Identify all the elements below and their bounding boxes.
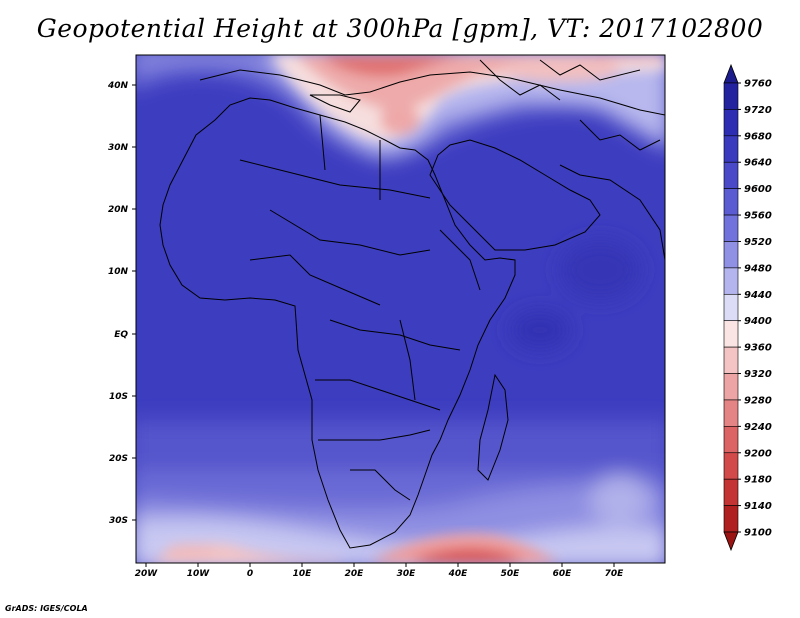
colorbar-swatch — [723, 452, 739, 480]
colorbar-label: 9320 — [744, 369, 772, 380]
colorbar-swatch — [723, 214, 739, 242]
map-frame — [135, 54, 666, 564]
grads-credit: GrADS: IGES/COLA — [5, 604, 88, 613]
colorbar-swatch — [723, 293, 739, 322]
lon-label-30e: 30E — [397, 569, 417, 579]
lon-label-10e: 10E — [293, 569, 313, 579]
lon-label-10w: 10W — [187, 569, 211, 579]
colorbar-label: 9140 — [744, 501, 772, 512]
colorbar-swatch — [723, 478, 739, 506]
colorbar-label: 9560 — [744, 211, 772, 222]
lat-label-eq: EQ — [114, 330, 128, 340]
colorbar-label: 9400 — [744, 316, 772, 327]
colorbar-top-arrow — [723, 63, 739, 84]
lat-label-40n: 40N — [107, 81, 129, 91]
colorbar-label: 9480 — [744, 263, 772, 274]
colorbar-label: 9200 — [744, 448, 772, 459]
colorbar-swatch — [723, 267, 739, 295]
colorbar-swatch — [723, 188, 739, 216]
lat-label-20n: 20N — [108, 205, 129, 215]
colorbar-swatch — [723, 399, 739, 427]
colorbar-swatch — [723, 346, 739, 374]
colorbar-bottom-arrow — [723, 531, 739, 552]
colorbar-swatch — [723, 241, 739, 269]
colorbar-label: 9680 — [744, 131, 772, 142]
colorbar-label: 9360 — [744, 343, 772, 354]
lon-label-20w: 20W — [135, 569, 159, 579]
longitude-axis: 20W 10W 0 10E 20E 30E 40E 50E 60E 70E — [135, 563, 624, 579]
geopotential-field — [136, 55, 665, 563]
colorbar-swatch — [723, 373, 739, 401]
colorbar: 9760 9720 9680 9640 9600 9560 9520 9480 9440 9400… — [723, 63, 772, 552]
lat-label-10s: 10S — [109, 392, 128, 402]
lat-label-20s: 20S — [109, 454, 128, 464]
lon-label-20e: 20E — [345, 569, 365, 579]
colorbar-label: 9100 — [744, 528, 772, 539]
colorbar-swatch — [723, 320, 739, 348]
latitude-axis: 40N 30N 20N 10N EQ 10S 20S 30S — [107, 81, 136, 526]
lon-label-60e: 60E — [553, 569, 573, 579]
coastlines — [159, 59, 665, 549]
colorbar-label: 9520 — [744, 237, 772, 248]
colorbar-label: 9240 — [744, 422, 772, 433]
lat-label-30s: 30S — [109, 516, 128, 526]
colorbar-swatch — [723, 135, 739, 163]
colorbar-label: 9720 — [744, 105, 772, 116]
colorbar-swatch — [723, 505, 739, 533]
colorbar-label: 9440 — [744, 290, 772, 301]
lon-label-50e: 50E — [501, 569, 521, 579]
colorbar-label: 9180 — [744, 475, 772, 486]
colorbar-label: 9280 — [744, 395, 772, 406]
map-title: Geopotential Height at 300hPa [gpm], VT:… — [36, 14, 764, 43]
colorbar-label: 9600 — [744, 184, 772, 195]
lat-label-10n: 10N — [108, 267, 129, 277]
colorbar-swatch — [723, 82, 739, 110]
lat-label-30n: 30N — [108, 143, 129, 153]
colorbar-label: 9640 — [744, 158, 772, 169]
colorbar-label: 9760 — [744, 79, 772, 90]
colorbar-swatch — [723, 109, 739, 137]
lon-label-40e: 40E — [448, 569, 469, 579]
lon-label-70e: 70E — [605, 569, 625, 579]
colorbar-swatch — [723, 426, 739, 454]
lon-label-0: 0 — [247, 569, 253, 579]
colorbar-swatch — [723, 161, 739, 189]
